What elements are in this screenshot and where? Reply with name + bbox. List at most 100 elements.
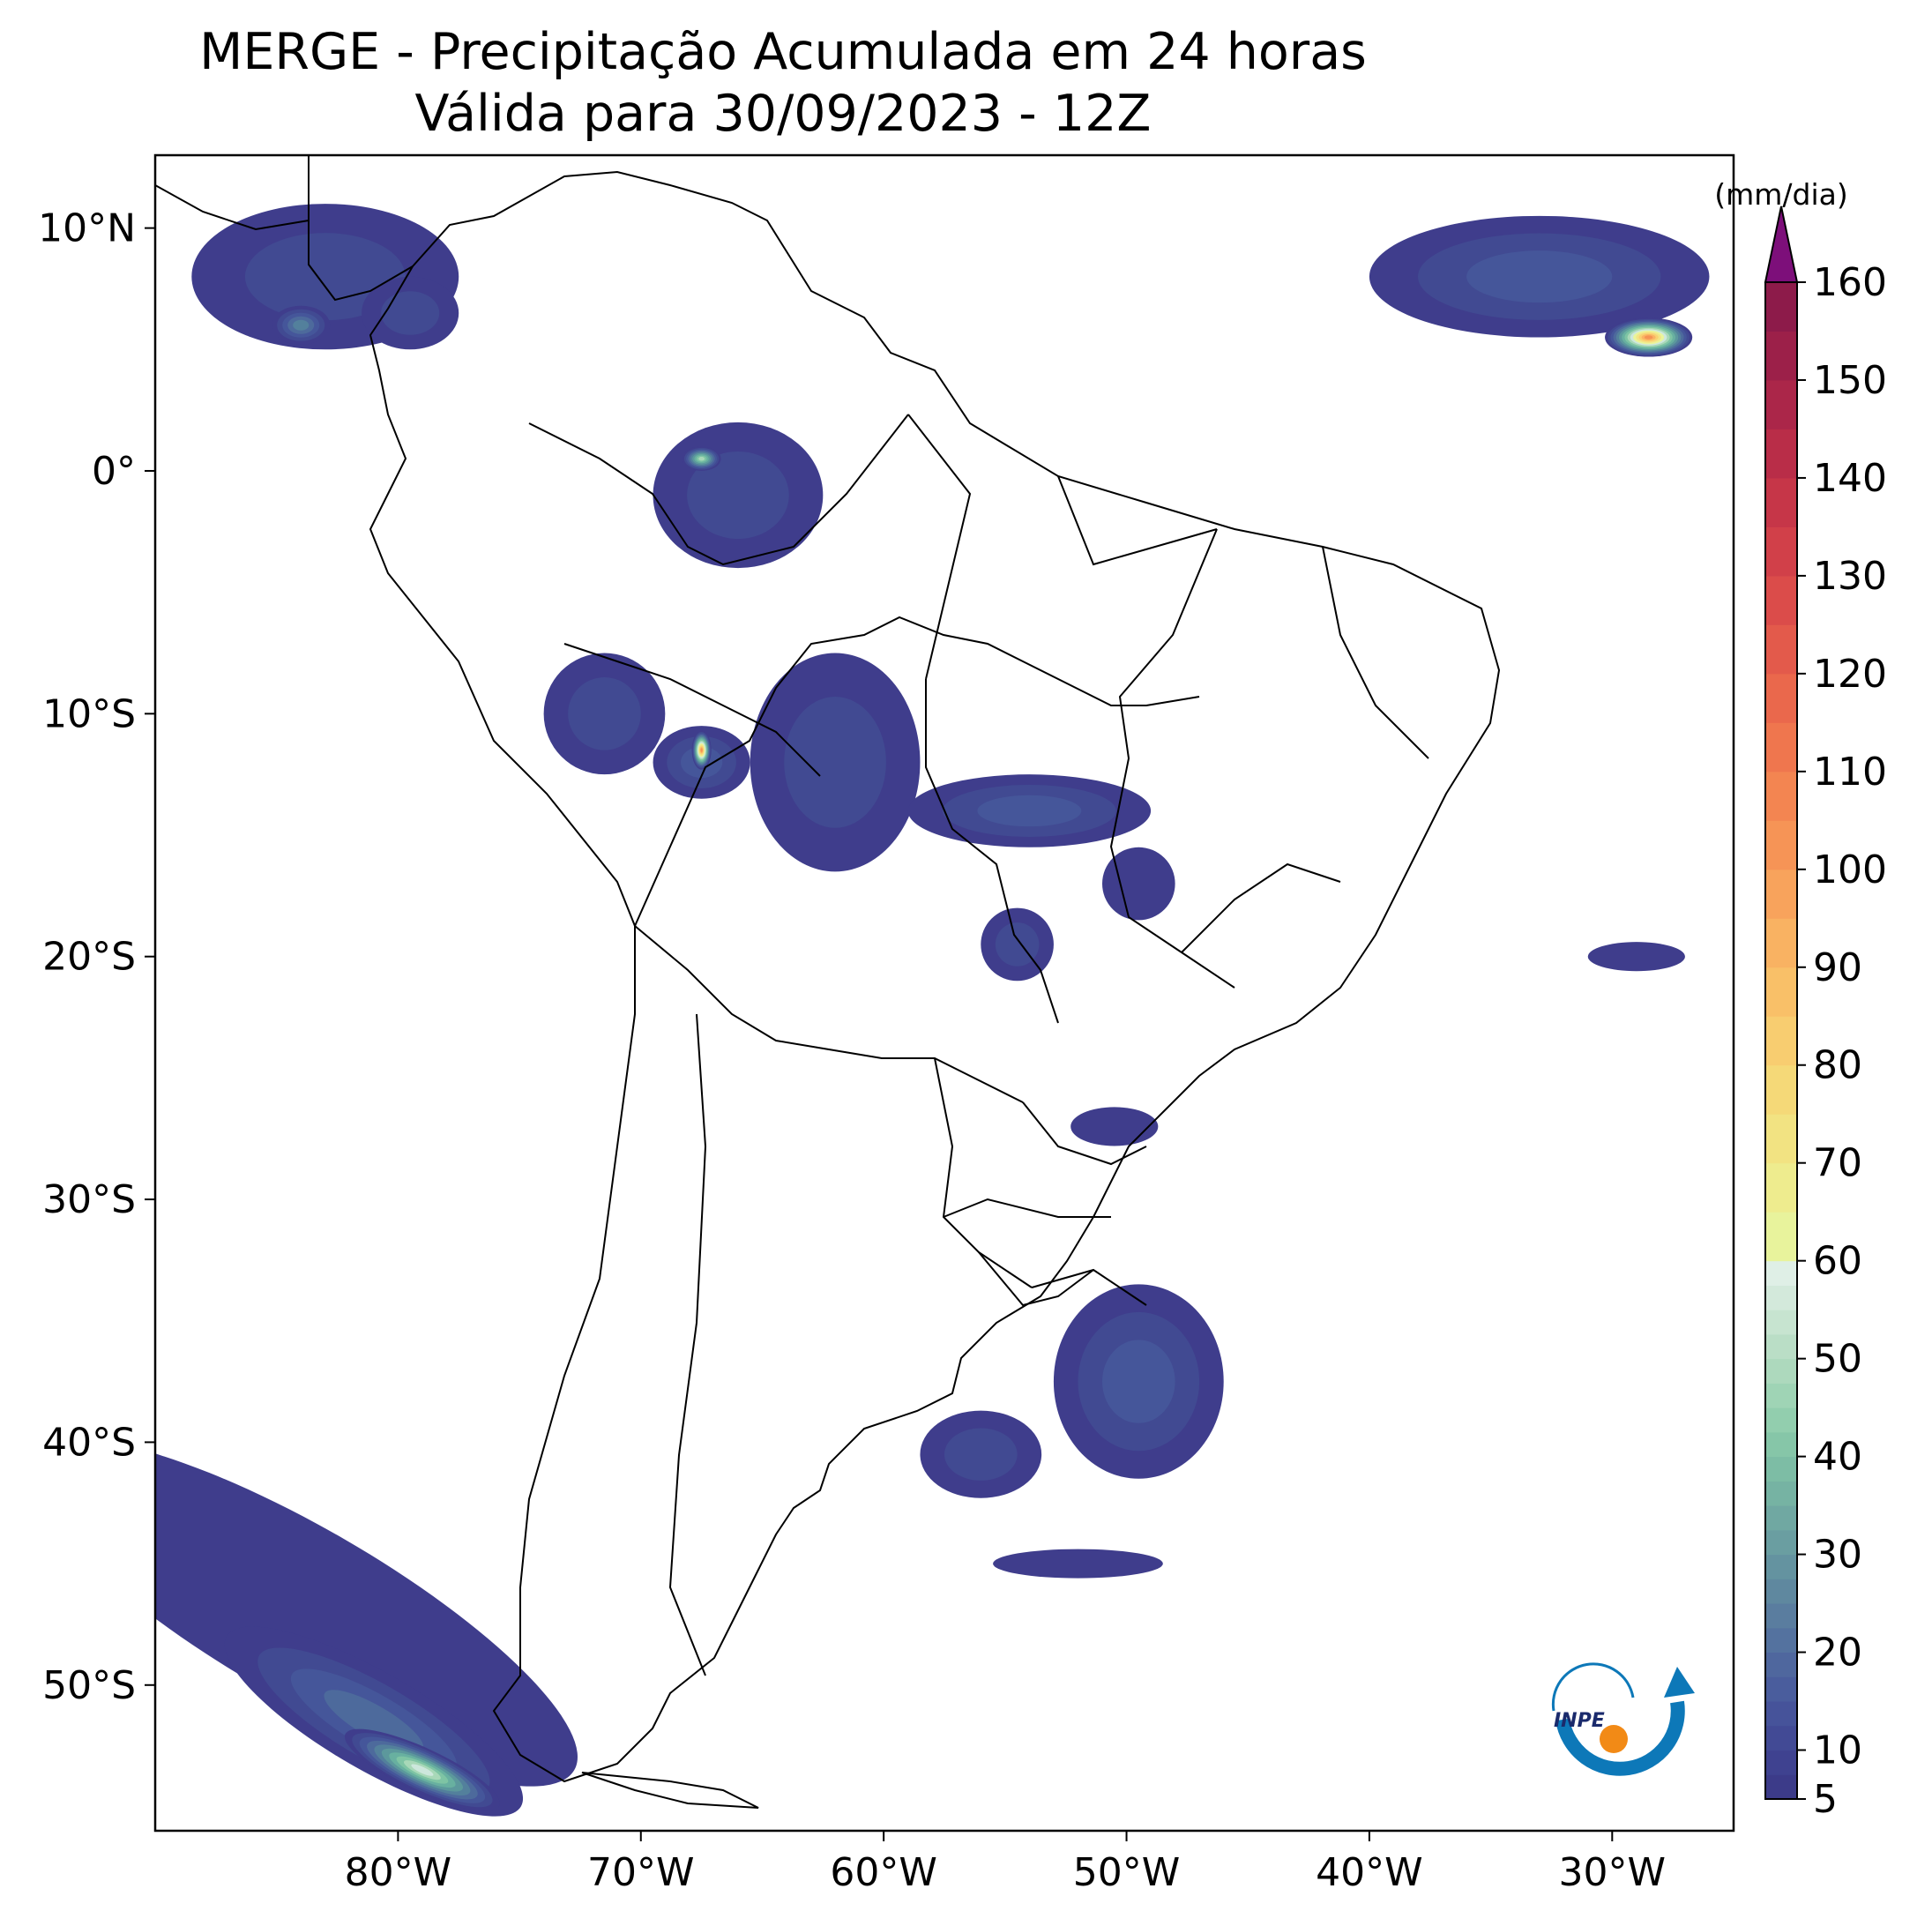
- precip-contour: [411, 1764, 434, 1776]
- colorbar-segment: [1765, 379, 1797, 429]
- lat-tick-label: 10°S: [42, 691, 136, 736]
- precip-contour: [244, 233, 406, 321]
- colorbar-segment: [1765, 673, 1797, 723]
- border-line: [934, 1057, 1033, 1288]
- precip-region-rondonia-mato-grosso: [750, 653, 921, 872]
- lat-tick-label: 30°S: [42, 1177, 136, 1222]
- colorbar-segment: [1765, 967, 1797, 1017]
- border-line: [925, 679, 1059, 1024]
- precip-contour: [784, 697, 886, 828]
- colorbar-segment: [1765, 1554, 1797, 1579]
- latitude-ticks: 10°N 0° 10°S 20°S 30°S 40°S 50°S: [38, 206, 155, 1708]
- colorbar-segment: [1765, 1505, 1797, 1531]
- border-line: [978, 1251, 1094, 1307]
- colorbar-tick-label: 30: [1813, 1533, 1862, 1578]
- colorbar-tick-label: 150: [1813, 358, 1887, 403]
- colorbar: 510 20 30 40 50 60 70 80 90 100 110 120 130 140 150 160…: [1714, 177, 1887, 1822]
- precip-region-atlantic-east: [1587, 942, 1685, 972]
- longitude-ticks: 80°W 70°W 60°W 50°W 40°W 30°W: [345, 1831, 1666, 1895]
- border-line: [528, 414, 909, 566]
- lat-tick-label: 10°N: [38, 206, 136, 251]
- precip-region-panama-core: [272, 305, 331, 345]
- colorbar-segment: [1765, 869, 1797, 919]
- colorbar-tick-label: 10: [1813, 1728, 1862, 1773]
- colorbar-segment: [1765, 282, 1797, 332]
- lat-tick-label: 50°S: [42, 1663, 136, 1708]
- precip-contour: [1102, 847, 1175, 921]
- border-line: [907, 414, 972, 680]
- lon-tick-label: 80°W: [345, 1850, 452, 1895]
- colorbar-segment: [1765, 1750, 1797, 1775]
- colorbar-tick-label: 60: [1813, 1239, 1862, 1284]
- colorbar-segment: [1765, 429, 1797, 479]
- colorbar-segment: [1765, 1260, 1797, 1286]
- border-line: [1181, 862, 1341, 953]
- colorbar-segment: [1765, 624, 1797, 675]
- border-line: [634, 925, 1024, 1103]
- lon-tick-label: 40°W: [1316, 1850, 1423, 1895]
- precipitation-field: [155, 204, 1710, 1817]
- precip-region-parana-santa-catarina: [1070, 1107, 1159, 1146]
- tierra-del-fuego: [581, 1772, 759, 1809]
- border-line: [1322, 546, 1429, 759]
- precip-region-goias: [1102, 847, 1175, 921]
- colorbar-segment: [1765, 526, 1797, 577]
- colorbar-segment: [1765, 1285, 1797, 1310]
- precip-region-rondonia-core: [691, 730, 712, 770]
- colorbar-segment: [1765, 1407, 1797, 1433]
- precip-region-mato-grosso-sul: [981, 907, 1054, 982]
- precip-contour: [698, 457, 705, 461]
- precip-region-amazon-north-core: [682, 446, 721, 471]
- colorbar-segment: [1765, 1358, 1797, 1384]
- precip-region-mato-grosso-band: [907, 774, 1152, 847]
- border-line: [943, 1198, 1111, 1218]
- border-line: [634, 616, 1200, 927]
- precip-contour: [381, 291, 440, 335]
- colorbar-segment: [1765, 1701, 1797, 1727]
- precip-region-argentina-coast: [920, 1410, 1042, 1498]
- precip-contour: [993, 1549, 1163, 1579]
- precip-region-pacific-band-outer: [155, 1437, 578, 1787]
- colorbar-tick-label: 140: [1813, 456, 1887, 501]
- lon-tick-label: 50°W: [1073, 1850, 1181, 1895]
- colorbar-tick-label: 40: [1813, 1435, 1862, 1480]
- precip-contour: [155, 1437, 578, 1787]
- lat-tick-label: 20°S: [42, 935, 136, 980]
- colorbar-segment: [1765, 1725, 1797, 1751]
- colorbar-tick-label: 130: [1813, 554, 1887, 599]
- colorbar-segment: [1765, 1774, 1797, 1800]
- map-title-line2: Válida para 30/09/2023 - 12Z: [414, 85, 1152, 143]
- colorbar-tick-label: 5: [1813, 1777, 1838, 1822]
- colorbar-tick-label: 100: [1813, 847, 1887, 892]
- inpe-logo: INPE: [1551, 1662, 1695, 1776]
- colorbar-segment: [1765, 1652, 1797, 1677]
- precip-contour: [1070, 1107, 1159, 1146]
- border-line: [1109, 528, 1235, 989]
- precip-region-south-atlantic-2: [993, 1549, 1163, 1579]
- border-line: [668, 1013, 707, 1676]
- precip-contour: [568, 677, 641, 750]
- colorbar-tick-label: 70: [1813, 1141, 1862, 1186]
- colorbar-segment: [1765, 1579, 1797, 1604]
- colorbar-segment: [1765, 331, 1797, 381]
- precip-contour: [1466, 250, 1613, 303]
- country-borders: [155, 155, 1501, 1809]
- colorbar-segment: [1765, 477, 1797, 527]
- colorbar-segment: [1765, 1676, 1797, 1702]
- precip-region-atlantic-itcz-core: [1605, 317, 1693, 357]
- colorbar-tick-label: 50: [1813, 1337, 1862, 1382]
- colorbar-tick-label: 20: [1813, 1631, 1862, 1676]
- precip-region-colombia-west: [362, 276, 459, 350]
- colorbar-tick-label: 110: [1813, 750, 1887, 795]
- colorbar-segment: [1765, 1333, 1797, 1360]
- colorbar-segment: [1765, 1431, 1797, 1458]
- colorbar-segment: [1765, 1212, 1797, 1262]
- colorbar-segment: [1765, 1310, 1797, 1335]
- colorbar-segment: [1765, 1162, 1797, 1213]
- precip-region-amazon-north: [653, 422, 824, 569]
- colorbar-segment: [1765, 820, 1797, 870]
- colorbar-segment: [1765, 1064, 1797, 1115]
- precip-contour: [995, 922, 1040, 967]
- plot-frame: [153, 153, 1735, 1833]
